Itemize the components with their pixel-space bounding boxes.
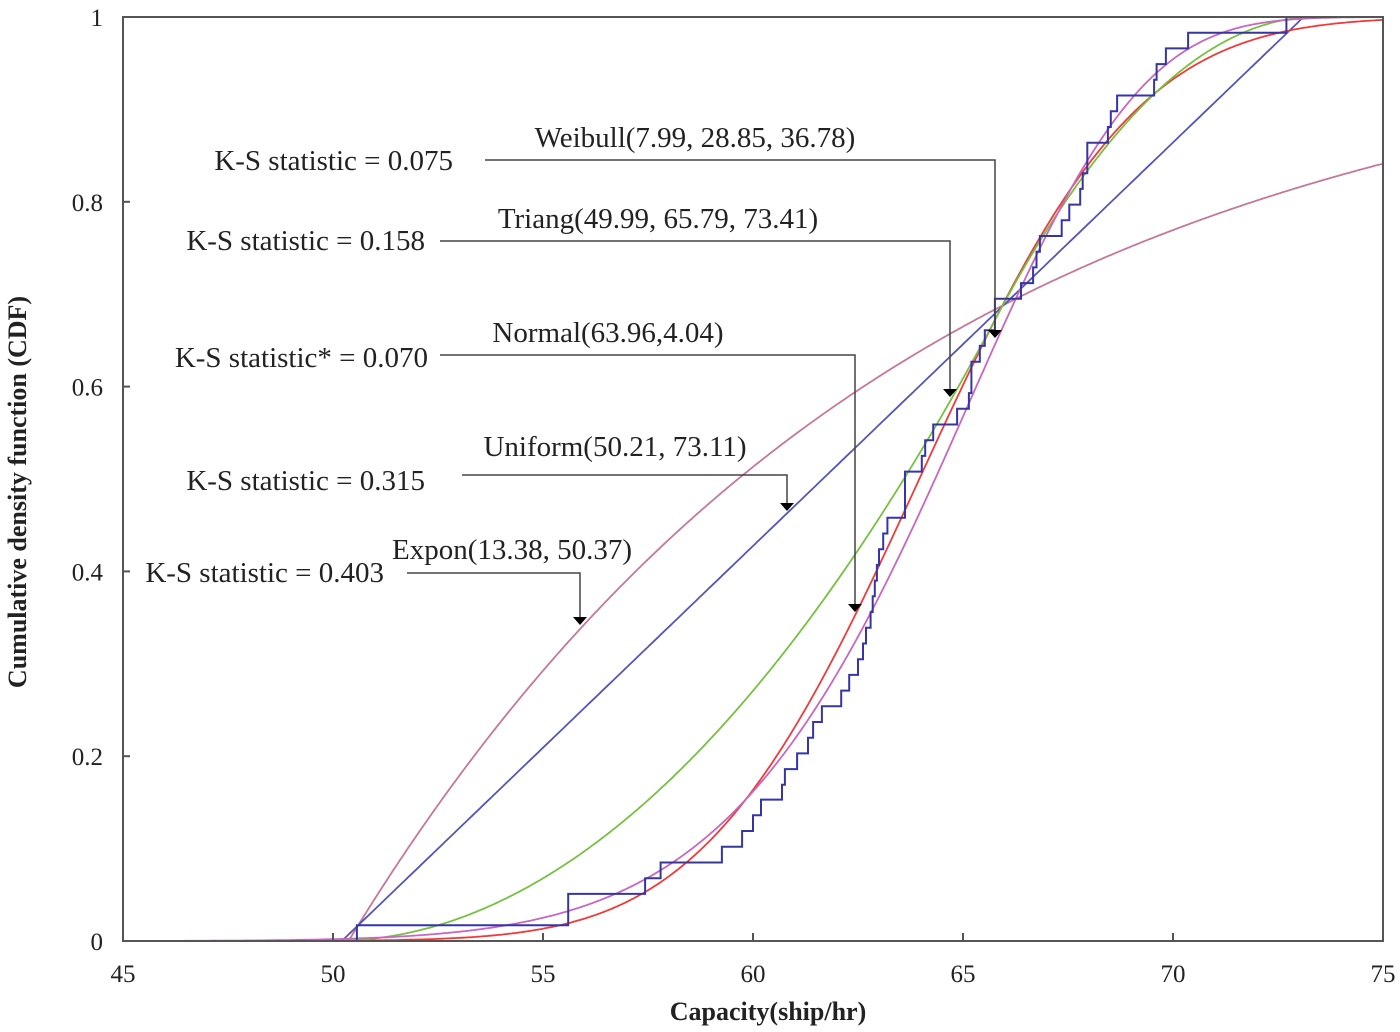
axes: 45 50 55 60 65 70 75 0 0.2 0.4 0.6 0.8 1 <box>72 5 1396 988</box>
arrowhead-exponential <box>573 617 587 625</box>
distribution-label: Normal(63.96,4.04) <box>492 317 723 349</box>
y-axis-title: Cumulative density function (CDF) <box>3 296 32 688</box>
x-tick-label: 60 <box>741 961 766 988</box>
y-tick-label: 0.6 <box>72 375 103 402</box>
empirical-step-line <box>123 16 1302 942</box>
leader-line-normal <box>440 354 856 604</box>
leader-line-exponential <box>407 572 581 617</box>
ks-statistic-label: K-S statistic* = 0.070 <box>175 342 428 374</box>
y-tick-label: 0.8 <box>72 190 103 217</box>
distribution-label: Uniform(50.21, 73.11) <box>483 431 746 463</box>
x-tick-label: 55 <box>531 961 556 988</box>
y-tick-label: 0 <box>91 929 104 956</box>
x-tick-label: 45 <box>111 961 136 988</box>
y-tick-label: 0.2 <box>72 744 103 771</box>
ks-statistic-label: K-S statistic = 0.158 <box>186 225 425 257</box>
arrowhead-triangular <box>943 389 957 397</box>
leader-line-weibull <box>485 159 996 330</box>
arrowhead-weibull <box>988 330 1002 338</box>
x-tick-label: 65 <box>951 961 976 988</box>
distribution-label: Expon(13.38, 50.37) <box>392 534 632 566</box>
ks-statistic-label: K-S statistic = 0.403 <box>145 557 384 589</box>
ks-statistic-label: K-S statistic = 0.075 <box>214 145 453 177</box>
x-tick-label: 50 <box>321 961 346 988</box>
ks-statistic-label: K-S statistic = 0.315 <box>186 465 425 497</box>
x-tick-label: 75 <box>1371 961 1396 988</box>
x-axis-title: Capacity(ship/hr) <box>670 997 866 1026</box>
leader-line-triangular <box>440 240 951 389</box>
y-tick-label: 1 <box>91 5 104 32</box>
x-tick-label: 70 <box>1161 961 1186 988</box>
distribution-label: Triang(49.99, 65.79, 73.41) <box>498 203 818 235</box>
arrowhead-normal <box>848 604 862 612</box>
distribution-label: Weibull(7.99, 28.85, 36.78) <box>535 122 856 154</box>
y-tick-label: 0.4 <box>72 559 104 586</box>
arrowhead-uniform <box>780 503 794 511</box>
leader-line-uniform <box>462 474 788 503</box>
